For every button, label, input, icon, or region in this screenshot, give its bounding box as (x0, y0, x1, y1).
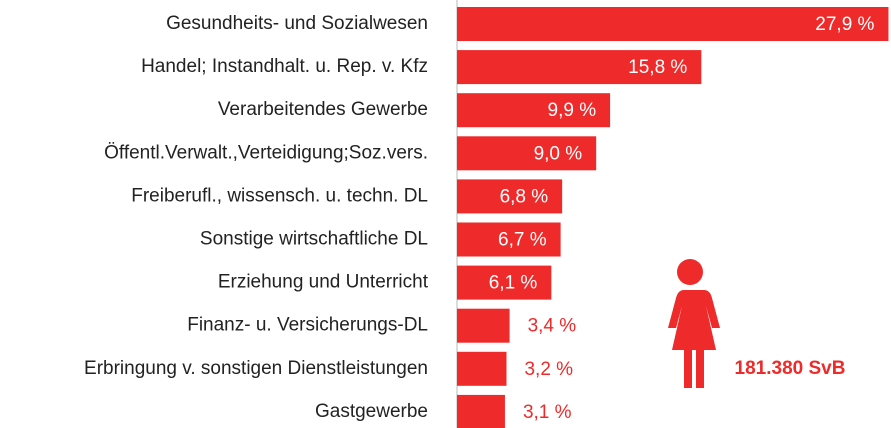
category-label: Erbringung v. sonstigen Dienstleistungen (84, 358, 428, 379)
bar (457, 50, 702, 85)
category-label: Sonstige wirtschaftliche DL (200, 229, 428, 250)
bar (457, 179, 563, 214)
value-label: 6,8 % (500, 186, 549, 207)
category-label: Erziehung und Unterricht (218, 272, 429, 293)
category-label: Verarbeitendes Gewerbe (218, 99, 428, 120)
female-icon (668, 259, 720, 388)
value-label: 6,1 % (489, 273, 538, 294)
bar (457, 7, 889, 41)
value-label: 6,7 % (498, 230, 547, 251)
category-label: Gesundheits- und Sozialwesen (166, 13, 428, 34)
value-label: 3,2 % (524, 359, 573, 380)
category-label: Öffentl.Verwalt.,Verteidigung;Soz.vers. (104, 142, 428, 163)
bar (457, 93, 611, 128)
bar (457, 351, 507, 386)
value-label: 15,8 % (628, 57, 687, 78)
bar (457, 222, 561, 257)
value-label: 9,9 % (548, 100, 597, 121)
value-label: 3,4 % (528, 316, 577, 337)
value-label: 9,0 % (534, 143, 583, 164)
category-label: Finanz- u. Versicherungs-DL (187, 315, 428, 336)
category-label: Handel; Instandhalt. u. Rep. v. Kfz (141, 56, 428, 77)
category-label: Freiberufl., wissensch. u. techn. DL (131, 185, 428, 206)
annotation: 181.380 SvB (735, 358, 846, 379)
value-label: 27,9 % (815, 14, 874, 35)
bar (457, 136, 597, 171)
value-label: 3,1 % (523, 402, 572, 423)
category-label: Gastgewerbe (315, 401, 428, 422)
bar (457, 394, 505, 428)
bar (457, 265, 552, 300)
bar (457, 308, 510, 343)
